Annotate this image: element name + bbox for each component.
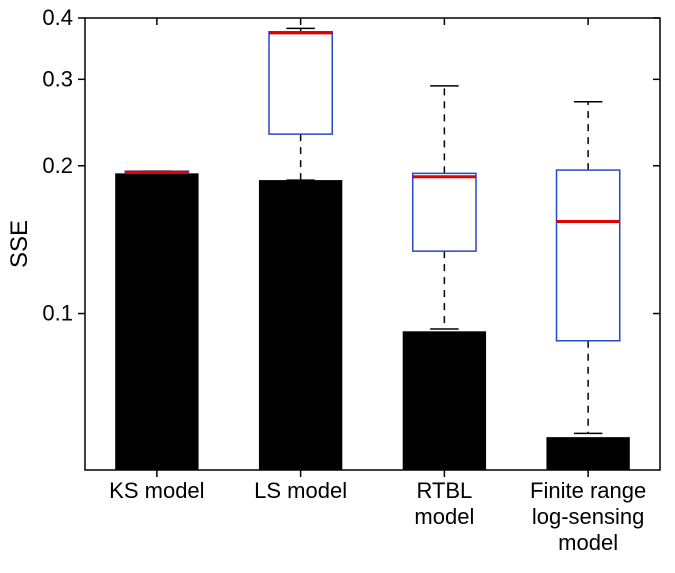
yaxis-label: SSE: [6, 220, 33, 268]
box: [413, 173, 476, 251]
ytick-label: 0.3: [42, 66, 73, 91]
bar: [403, 331, 486, 470]
xtick-label: KS model: [109, 478, 204, 503]
chart-container: { "chart": { "type": "bar+boxplot", "wid…: [0, 0, 675, 573]
bar: [546, 437, 629, 470]
box: [269, 32, 332, 134]
bar: [115, 173, 198, 470]
xtick-label: log-sensing: [532, 504, 645, 529]
ytick-label: 0.1: [42, 301, 73, 326]
ytick-label: 0.2: [42, 153, 73, 178]
ytick-label: 0.4: [42, 5, 73, 30]
xtick-label: RTBL: [416, 478, 472, 503]
chart-svg: 0.10.20.30.4SSEKS modelLS modelRTBLmodel…: [0, 0, 675, 573]
xtick-label: model: [414, 504, 474, 529]
xtick-label: LS model: [254, 478, 347, 503]
box: [557, 170, 620, 341]
xtick-label: Finite range: [530, 478, 646, 503]
bar: [259, 180, 342, 470]
xtick-label: model: [558, 530, 618, 555]
